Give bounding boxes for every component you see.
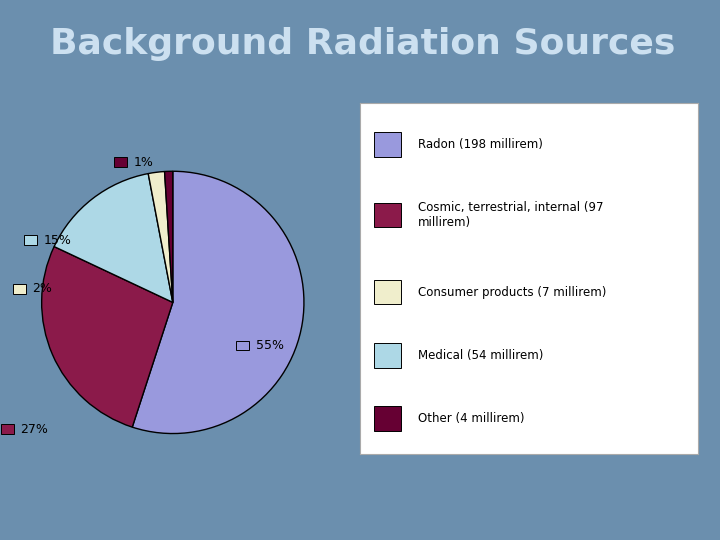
Wedge shape [132,171,304,434]
Text: 15%: 15% [43,234,71,247]
Bar [374,132,400,157]
Text: Cosmic, terrestrial, internal (97
millirem): Cosmic, terrestrial, internal (97 millir… [418,201,603,229]
Wedge shape [42,247,173,427]
Text: 2%: 2% [32,282,53,295]
Bar [374,202,400,227]
Wedge shape [54,173,173,302]
Wedge shape [148,172,173,302]
Text: Radon (198 millirem): Radon (198 millirem) [418,138,542,151]
Bar [374,280,400,305]
Text: Other (4 millirem): Other (4 millirem) [418,412,524,425]
Text: Consumer products (7 millirem): Consumer products (7 millirem) [418,286,606,299]
Text: 27%: 27% [20,423,48,436]
Text: Medical (54 millirem): Medical (54 millirem) [418,349,543,362]
Bar [374,406,400,431]
Text: Background Radiation Sources: Background Radiation Sources [50,27,676,61]
Text: 55%: 55% [256,339,284,352]
Bar [374,343,400,368]
Wedge shape [165,171,173,302]
Text: 1%: 1% [133,156,153,168]
